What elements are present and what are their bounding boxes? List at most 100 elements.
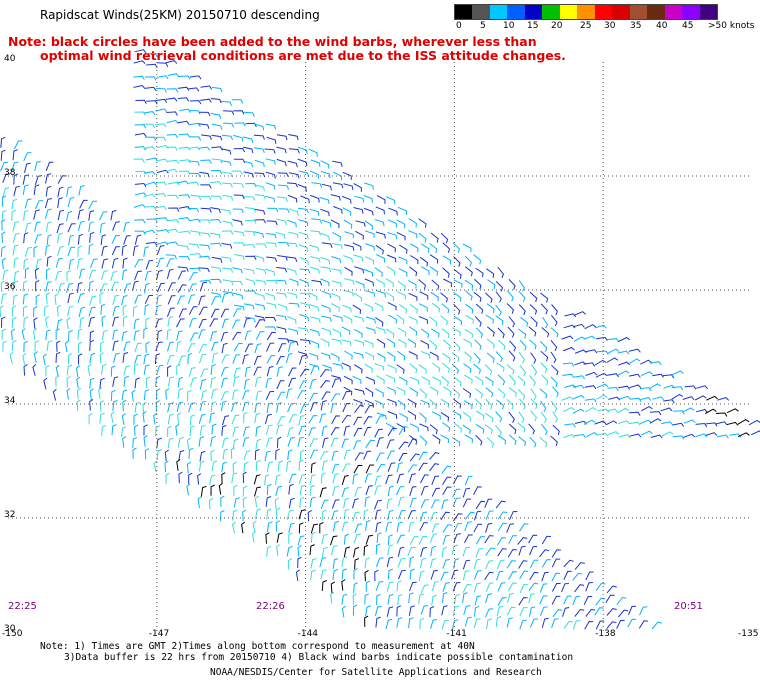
color-scale-label: 30 bbox=[604, 21, 616, 31]
wind-barb bbox=[353, 427, 363, 437]
wind-barb bbox=[121, 389, 128, 401]
wind-barb bbox=[101, 245, 108, 257]
wind-barb bbox=[397, 338, 407, 348]
wind-barb bbox=[442, 255, 452, 265]
wind-barb bbox=[628, 358, 641, 365]
wind-barb bbox=[452, 388, 461, 399]
latitude-label: 32 bbox=[4, 510, 16, 520]
wind-barb bbox=[409, 387, 418, 397]
wind-barb bbox=[418, 232, 427, 243]
wind-barb bbox=[277, 255, 288, 261]
wind-barb bbox=[440, 411, 450, 422]
wind-barb bbox=[189, 267, 201, 272]
wind-barb bbox=[696, 408, 708, 413]
footer-credit: NOAA/NESDIS/Center for Satellite Applica… bbox=[210, 667, 542, 678]
wind-barb bbox=[485, 593, 493, 604]
wind-barb bbox=[341, 605, 346, 618]
wind-barb bbox=[343, 255, 353, 263]
wind-barb bbox=[374, 428, 383, 438]
wind-barb bbox=[64, 340, 69, 353]
wind-barb bbox=[144, 86, 157, 91]
wind-barb bbox=[89, 398, 94, 411]
wind-barb bbox=[100, 341, 105, 353]
wind-barb bbox=[66, 376, 71, 388]
wind-barb bbox=[112, 400, 118, 411]
wind-barb bbox=[310, 159, 321, 168]
wind-barb bbox=[420, 499, 429, 509]
wind-barb bbox=[24, 162, 31, 173]
wind-barb bbox=[244, 366, 251, 377]
wind-barb bbox=[221, 318, 229, 329]
wind-barb bbox=[607, 338, 620, 343]
wind-barb bbox=[156, 449, 163, 460]
wind-barb bbox=[178, 450, 185, 461]
wind-barb bbox=[230, 447, 236, 459]
wind-barb bbox=[396, 291, 406, 300]
wind-barb bbox=[209, 218, 222, 224]
wind-barb bbox=[88, 243, 94, 255]
wind-barb bbox=[420, 339, 429, 349]
wind-barb bbox=[332, 363, 344, 370]
wind-barb bbox=[222, 448, 229, 460]
wind-barb bbox=[396, 473, 404, 484]
wind-barb bbox=[232, 426, 239, 437]
wind-barb bbox=[186, 461, 192, 474]
wind-barb bbox=[330, 581, 336, 594]
wind-barb bbox=[418, 535, 428, 545]
wind-barb bbox=[375, 326, 386, 335]
wind-barb bbox=[231, 170, 243, 175]
wind-barb bbox=[297, 351, 308, 359]
wind-barb bbox=[344, 266, 353, 276]
wind-barb bbox=[562, 362, 575, 367]
wind-barb bbox=[134, 49, 147, 54]
wind-barb bbox=[155, 304, 162, 316]
wind-barb bbox=[23, 258, 29, 270]
wind-barb bbox=[242, 401, 250, 412]
wind-barb bbox=[78, 353, 83, 365]
wind-barb bbox=[243, 317, 251, 328]
wind-barb bbox=[452, 475, 462, 485]
wind-barb bbox=[44, 208, 52, 219]
wind-barb bbox=[385, 292, 395, 302]
wind-barb bbox=[278, 208, 290, 213]
wind-barb bbox=[167, 181, 180, 186]
note-line-1: Note: black circles have been added to t… bbox=[8, 34, 537, 49]
wind-barb bbox=[465, 303, 474, 314]
wind-barb bbox=[179, 108, 191, 113]
wind-barb bbox=[221, 342, 228, 354]
wind-barb bbox=[706, 395, 718, 401]
wind-barb bbox=[9, 351, 14, 364]
wind-barb bbox=[297, 183, 307, 192]
wind-barb bbox=[265, 182, 276, 190]
wind-barb bbox=[321, 290, 332, 299]
wind-barb bbox=[463, 605, 471, 616]
wind-barb bbox=[178, 217, 191, 222]
wind-barb bbox=[276, 402, 283, 413]
wind-barb bbox=[168, 207, 180, 212]
wind-barb bbox=[385, 618, 393, 630]
wind-barb bbox=[518, 436, 527, 447]
wind-barb bbox=[594, 420, 607, 425]
wind-barb bbox=[34, 340, 40, 352]
wind-barb bbox=[529, 618, 539, 628]
wind-barb bbox=[607, 386, 619, 392]
wind-barb bbox=[209, 474, 216, 486]
wind-barb bbox=[484, 608, 494, 618]
wind-barb bbox=[123, 365, 131, 376]
wind-barb bbox=[134, 259, 144, 268]
wind-barb bbox=[253, 474, 261, 485]
longitude-label: -150 bbox=[2, 629, 23, 639]
wind-barb bbox=[628, 605, 637, 615]
wind-barb bbox=[440, 315, 449, 326]
wind-barb bbox=[298, 522, 304, 534]
wind-barb bbox=[276, 134, 288, 141]
wind-barb bbox=[166, 307, 175, 317]
wind-barb bbox=[156, 241, 169, 246]
wind-barb bbox=[397, 206, 408, 215]
wind-barb bbox=[419, 522, 428, 531]
wind-barb bbox=[166, 146, 178, 151]
wind-barb bbox=[332, 568, 338, 580]
wind-barb bbox=[0, 305, 4, 317]
wind-barb bbox=[275, 279, 287, 285]
wind-barb bbox=[68, 258, 75, 270]
